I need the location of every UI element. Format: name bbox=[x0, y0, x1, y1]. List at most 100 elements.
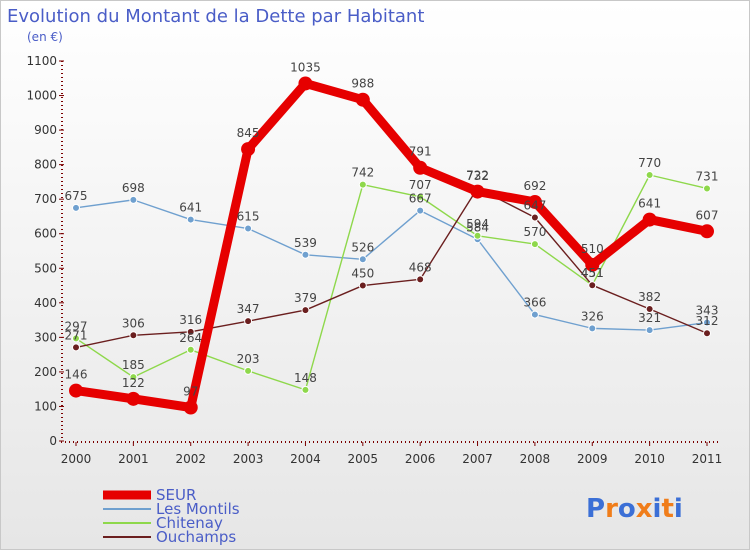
series-line-les-montils bbox=[75, 199, 708, 331]
data-point bbox=[244, 224, 253, 233]
data-point bbox=[703, 184, 711, 193]
legend-label: SEUR bbox=[156, 486, 196, 504]
data-point bbox=[129, 195, 138, 204]
data-label: 451 bbox=[581, 266, 604, 280]
data-label: 667 bbox=[409, 192, 432, 206]
data-label: 366 bbox=[523, 296, 546, 310]
data-label: 675 bbox=[65, 189, 88, 203]
data-point bbox=[530, 310, 539, 319]
data-labels: 675 698 641 615 539 526 667 584 366 326 321 343 297 1… bbox=[65, 60, 719, 398]
data-point bbox=[413, 160, 428, 175]
y-tick-label: 500 bbox=[34, 261, 57, 275]
data-point bbox=[355, 92, 370, 107]
data-point bbox=[645, 326, 654, 335]
data-point bbox=[72, 203, 80, 212]
data-point bbox=[298, 76, 313, 91]
data-point bbox=[703, 329, 711, 338]
data-point bbox=[241, 142, 256, 157]
data-label: 641 bbox=[638, 197, 661, 211]
data-point bbox=[470, 184, 485, 199]
data-label: 379 bbox=[294, 291, 317, 305]
data-label: 1035 bbox=[290, 60, 321, 74]
legend-label: Ouchamps bbox=[156, 528, 236, 546]
y-tick-label: 200 bbox=[34, 365, 57, 379]
y-tick-label: 600 bbox=[34, 227, 57, 241]
data-label: 326 bbox=[581, 309, 604, 323]
data-label: 988 bbox=[351, 77, 374, 91]
data-point bbox=[645, 305, 654, 314]
data-point bbox=[183, 400, 198, 415]
legend-label: Les Montils bbox=[156, 500, 240, 518]
data-point bbox=[301, 385, 310, 394]
data-point bbox=[530, 240, 539, 249]
series-lines bbox=[75, 78, 708, 412]
x-tick-label: 2008 bbox=[520, 452, 551, 466]
data-point bbox=[244, 317, 253, 326]
data-label: 451 bbox=[581, 266, 604, 280]
data-label: 607 bbox=[696, 208, 719, 222]
proxiti-logo: Proxiti bbox=[586, 494, 683, 524]
data-label: 722 bbox=[466, 169, 489, 183]
data-label: 382 bbox=[638, 290, 661, 304]
data-label: 584 bbox=[466, 220, 489, 234]
x-tick-label: 2001 bbox=[118, 452, 149, 466]
data-point bbox=[588, 281, 597, 290]
x-tick-label: 2010 bbox=[634, 452, 665, 466]
logo-letter: o bbox=[618, 494, 636, 524]
data-label: 526 bbox=[351, 240, 374, 254]
data-point bbox=[186, 215, 195, 224]
logo-letter: i bbox=[674, 494, 683, 524]
data-point bbox=[527, 194, 542, 209]
data-point bbox=[358, 255, 367, 264]
chart-subtitle: (en €) bbox=[27, 30, 63, 44]
data-label: 203 bbox=[237, 352, 260, 366]
data-point bbox=[645, 171, 654, 179]
data-label: 343 bbox=[696, 304, 719, 318]
x-tick-label: 2004 bbox=[290, 452, 321, 466]
x-tick-label: 2011 bbox=[692, 452, 723, 466]
data-point bbox=[126, 391, 141, 406]
data-label: 306 bbox=[122, 316, 145, 330]
series-line-seur bbox=[75, 78, 708, 412]
data-label: 321 bbox=[638, 311, 661, 325]
data-label: 698 bbox=[122, 181, 145, 195]
data-label: 731 bbox=[696, 169, 719, 183]
data-point bbox=[69, 383, 83, 398]
data-point bbox=[700, 224, 714, 239]
y-tick-label: 700 bbox=[34, 192, 57, 206]
logo-letter: P bbox=[586, 494, 605, 524]
x-tick-label: 2002 bbox=[175, 452, 206, 466]
x-tick-label: 2000 bbox=[61, 452, 92, 466]
data-point bbox=[301, 306, 310, 315]
data-point bbox=[703, 318, 711, 327]
logo-letter: r bbox=[605, 494, 618, 524]
data-label: 641 bbox=[179, 201, 202, 215]
data-label: 539 bbox=[294, 236, 317, 250]
y-tick-label: 300 bbox=[34, 330, 57, 344]
data-label: 510 bbox=[581, 242, 604, 256]
data-label: 594 bbox=[466, 217, 489, 231]
data-label: 312 bbox=[696, 314, 719, 328]
data-point bbox=[129, 373, 138, 382]
data-point bbox=[642, 212, 657, 227]
data-label: 122 bbox=[122, 376, 145, 390]
data-label: 185 bbox=[122, 358, 145, 372]
data-label: 146 bbox=[65, 368, 88, 382]
data-point bbox=[585, 257, 600, 272]
data-label: 791 bbox=[409, 145, 432, 159]
data-label: 450 bbox=[351, 267, 374, 281]
data-label: 707 bbox=[409, 178, 432, 192]
logo-letter: x bbox=[636, 494, 653, 524]
logo-letter: t bbox=[661, 494, 673, 524]
y-tick-label: 1100 bbox=[26, 54, 57, 68]
axes: 0 100 200 300 400 500 600 700 800 900 1000 1100 2000… bbox=[26, 54, 722, 466]
x-tick-label: 2005 bbox=[348, 452, 379, 466]
data-point bbox=[301, 250, 310, 259]
y-tick-label: 0 bbox=[49, 434, 57, 448]
data-label: 647 bbox=[523, 198, 546, 212]
series-line-ouchamps bbox=[75, 187, 708, 349]
data-point bbox=[530, 213, 539, 222]
data-point bbox=[186, 327, 195, 336]
